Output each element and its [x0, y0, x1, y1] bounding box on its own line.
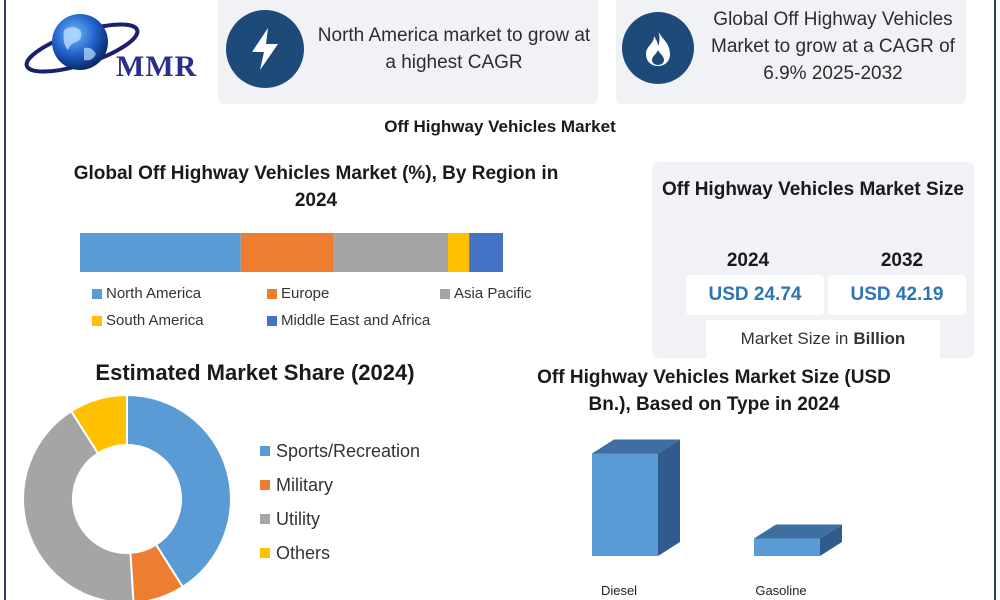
column-top — [592, 439, 680, 454]
donut-slice-military — [129, 543, 185, 600]
legend-item-europe: Europe — [267, 285, 329, 302]
region-chart-title: Global Off Highway Vehicles Market (%), … — [73, 163, 559, 211]
legend-item-others: Others — [260, 536, 460, 570]
legend-label: Military — [276, 474, 333, 495]
legend-label: Middle East and Africa — [281, 312, 431, 329]
donut-slice-others — [69, 393, 128, 455]
column-diesel — [592, 439, 680, 556]
legend-item-north-america: North America — [92, 285, 201, 302]
legend-swatch — [92, 315, 102, 326]
market-size-2024-value: USD 24.74 — [686, 275, 824, 315]
column-top — [754, 524, 842, 539]
legend-swatch — [92, 288, 102, 299]
mmr-logo: MMR — [24, 8, 214, 88]
market-share-title: Estimated Market Share (2024) — [95, 360, 415, 385]
bar-segment-south-america — [448, 233, 470, 272]
year-2032-label: 2032 — [880, 250, 924, 271]
market-share-legend: Sports/Recreation Military Utility Others — [260, 434, 460, 570]
flame-icon — [622, 12, 694, 84]
region-stacked-bar — [80, 233, 503, 272]
bar-segment-middle-east-and-africa — [469, 233, 503, 272]
legend-swatch — [440, 288, 450, 299]
market-size-2032-value: USD 42.19 — [828, 275, 966, 315]
legend-label: South America — [106, 312, 204, 329]
legend-swatch — [260, 514, 270, 524]
unit-prefix: Market Size in — [740, 329, 849, 348]
legend-item-sports-recreation: Sports/Recreation — [260, 434, 460, 468]
highlight-text: Global Off Highway Vehicles Market to gr… — [711, 9, 955, 84]
legend-swatch — [267, 288, 277, 299]
legend-label: Sports/Recreation — [276, 440, 421, 461]
highlight-card-north-america: North America market to grow at a highes… — [218, 0, 598, 104]
highlight-text: North America market to grow at a highes… — [317, 25, 591, 73]
region-legend: North America Europe Asia Pacific South Ame… — [92, 285, 562, 341]
legend-label: Others — [276, 542, 331, 563]
column-side — [820, 524, 842, 556]
category-label-gasoline: Gasoline — [755, 583, 806, 598]
legend-item-utility: Utility — [260, 502, 460, 536]
column-side — [658, 439, 680, 556]
legend-swatch — [267, 315, 277, 326]
column-gasoline — [754, 524, 842, 556]
legend-swatch — [260, 480, 270, 490]
market-size-title: Off Highway Vehicles Market Size — [662, 179, 964, 200]
bar-segment-asia-pacific — [333, 233, 449, 272]
logo-text: MMR — [116, 50, 198, 83]
legend-item-asia-pacific: Asia Pacific — [440, 285, 532, 302]
bar-segment-north-america — [80, 233, 241, 272]
year-2024-label: 2024 — [726, 250, 770, 271]
legend-item-middle-east-and-africa: Middle East and Africa — [267, 312, 430, 329]
main-title: Off Highway Vehicles Market — [384, 117, 616, 136]
type-bar-chart: Diesel Gasoline — [592, 439, 842, 598]
market-size-unit: Market Size in Billion — [706, 320, 940, 358]
donut-slice-sports-recreation — [126, 393, 232, 589]
donut-slice-utility — [22, 409, 135, 600]
infographic-frame — [4, 0, 996, 600]
column-front — [754, 538, 820, 556]
unit-bold: Billion — [853, 329, 906, 348]
category-label-diesel: Diesel — [601, 583, 637, 598]
highlight-card-cagr: Global Off Highway Vehicles Market to gr… — [616, 0, 966, 104]
legend-item-military: Military — [260, 468, 460, 502]
legend-label: Asia Pacific — [454, 285, 532, 302]
legend-label: North America — [106, 285, 202, 302]
market-share-donut — [22, 393, 232, 600]
legend-swatch — [260, 446, 270, 456]
legend-label: Europe — [281, 285, 330, 302]
lightning-icon — [226, 10, 304, 88]
legend-label: Utility — [276, 508, 320, 529]
legend-item-south-america: South America — [92, 312, 204, 329]
bar-segment-europe — [240, 233, 334, 272]
legend-swatch — [260, 548, 270, 558]
column-front — [592, 453, 658, 556]
type-chart-title: Off Highway Vehicles Market Size (USD Bn… — [537, 367, 891, 415]
globe-icon — [24, 14, 140, 74]
market-size-box: Off Highway Vehicles Market Size 2024 20… — [652, 162, 974, 358]
